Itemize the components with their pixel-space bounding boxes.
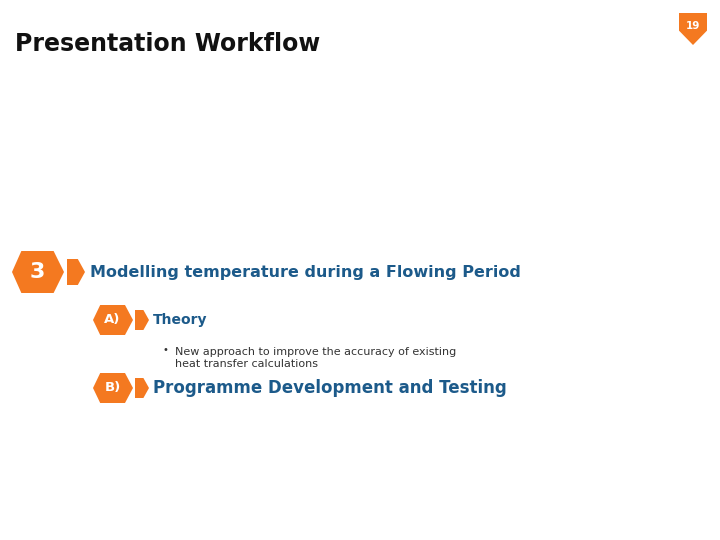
Text: 19: 19 xyxy=(686,22,700,31)
Text: Presentation Workflow: Presentation Workflow xyxy=(15,32,320,56)
Text: heat transfer calculations: heat transfer calculations xyxy=(175,359,318,369)
Polygon shape xyxy=(135,378,149,398)
Text: New approach to improve the accuracy of existing: New approach to improve the accuracy of … xyxy=(175,347,456,357)
Text: •: • xyxy=(162,345,168,355)
Polygon shape xyxy=(679,13,707,45)
Text: A): A) xyxy=(104,314,121,327)
Text: Programme Development and Testing: Programme Development and Testing xyxy=(153,379,507,397)
Polygon shape xyxy=(12,251,64,293)
Polygon shape xyxy=(93,305,133,335)
Polygon shape xyxy=(67,259,85,285)
Polygon shape xyxy=(93,373,133,403)
Polygon shape xyxy=(135,310,149,330)
Text: B): B) xyxy=(104,381,121,395)
Text: 3: 3 xyxy=(30,262,45,282)
Text: Modelling temperature during a Flowing Period: Modelling temperature during a Flowing P… xyxy=(90,265,521,280)
Text: Theory: Theory xyxy=(153,313,207,327)
